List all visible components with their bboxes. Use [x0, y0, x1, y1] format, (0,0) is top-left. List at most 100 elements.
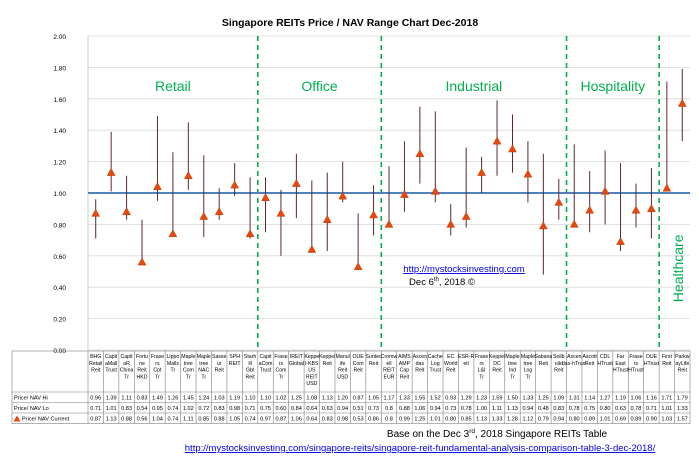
table-cell: 1.13 — [476, 417, 487, 423]
table-cell: 0.88 — [399, 406, 410, 412]
current-marker — [508, 144, 517, 153]
footer-link[interactable]: http://mystocksinvesting.com/singapore-r… — [185, 443, 656, 454]
table-cell: 0.98 — [337, 417, 348, 423]
current-marker — [322, 215, 332, 223]
table-cell: 1.25 — [291, 396, 302, 402]
table-cell: 0.93 — [445, 396, 456, 402]
current-marker — [461, 211, 471, 220]
table-cell: 1.10 — [260, 396, 271, 402]
table-cell: 1.19 — [615, 396, 626, 402]
table-cell: 0.78 — [631, 406, 642, 412]
table-cell: 1.16 — [646, 396, 657, 402]
table-cell: 1.79 — [677, 396, 688, 402]
category-label: Keppe l-KBS US REIT USD — [304, 354, 319, 387]
current-marker — [585, 205, 595, 214]
current-marker — [677, 98, 687, 107]
y-tick-label: 0.00 — [53, 348, 66, 355]
current-marker — [446, 219, 456, 228]
table-cell: 1.14 — [584, 396, 595, 402]
table-cell: 1.26 — [167, 396, 178, 402]
table-row-label: Price/ NAV Lo — [14, 406, 49, 412]
table-cell: 0.74 — [167, 406, 178, 412]
table-cell: 1.01 — [106, 406, 117, 412]
site-link[interactable]: http://mystocksinvesting.com — [403, 264, 525, 275]
category-label: SPH REIT — [229, 354, 242, 367]
footer-rest: , 2018 Singapore REITs Table — [475, 429, 608, 440]
sector-label: Hospitality — [581, 78, 646, 94]
category-label: OUE Com Reit — [353, 354, 365, 374]
date-rest: , 2018 © — [439, 277, 475, 288]
table-cell: 1.50 — [507, 396, 518, 402]
category-label: Maple tree Com Tr — [181, 354, 195, 380]
category-label: Ascott Reit — [582, 354, 597, 367]
current-marker — [554, 197, 564, 206]
table-cell: 1.23 — [476, 396, 487, 402]
date-sup: th — [434, 277, 439, 283]
y-tick-label: 1.80 — [53, 65, 66, 72]
table-cell: 1.49 — [152, 396, 163, 402]
current-marker — [106, 167, 116, 176]
table-cell: 0.78 — [461, 406, 472, 412]
category-label: Soilb uild Reit — [553, 354, 565, 374]
table-cell: 1.06 — [291, 417, 302, 423]
current-marker — [430, 186, 440, 195]
table-cell: 1.33 — [677, 406, 688, 412]
current-marker — [91, 208, 101, 217]
table-cell: 1.25 — [538, 396, 549, 402]
table-cell: 1.01 — [661, 406, 672, 412]
table-cell: 1.28 — [507, 417, 518, 423]
table-cell: 0.86 — [368, 417, 379, 423]
table-cell: 1.02 — [276, 396, 287, 402]
table-cell: 1.57 — [677, 417, 688, 423]
table-cell: 0.71 — [646, 406, 657, 412]
category-label: Frase rs HTrust — [628, 354, 644, 374]
table-cell: 1.39 — [106, 396, 117, 402]
current-marker — [307, 244, 317, 253]
table-cell: 0.75 — [584, 406, 595, 412]
category-label: CDL HTrust — [597, 354, 613, 367]
table-cell: 0.63 — [322, 406, 333, 412]
y-tick-label: 1.60 — [53, 97, 66, 104]
footer-note: Base on the Dec 3rd, 2018 Singapore REIT… — [387, 428, 608, 440]
table-cell: 1.17 — [384, 396, 395, 402]
table-cell: 0.64 — [306, 406, 317, 412]
table-cell: 0.73 — [368, 406, 379, 412]
category-label: Maple tree Ind Tr — [505, 354, 519, 380]
table-cell: 0.83 — [137, 396, 148, 402]
table-cell: 0.56 — [137, 417, 148, 423]
table-cell: 1.27 — [600, 396, 611, 402]
category-label: Frase rs L&I Tr — [475, 354, 488, 380]
table-cell: 1.13 — [106, 417, 117, 423]
category-label: Ascen das Reit — [413, 354, 428, 374]
table-cell: 1.25 — [414, 417, 425, 423]
table-cell: 1.31 — [569, 396, 580, 402]
current-marker — [616, 237, 625, 245]
sector-label: Retail — [155, 78, 191, 94]
table-cell: 1.33 — [492, 417, 503, 423]
category-label: Sasse ur Reit — [212, 354, 227, 374]
table-cell: 0.54 — [137, 406, 148, 412]
table-cell: 1.13 — [507, 406, 518, 412]
table-cell: 1.20 — [337, 396, 348, 402]
current-marker — [214, 207, 224, 216]
current-marker — [384, 219, 394, 228]
table-cell: 0.87 — [276, 417, 287, 423]
table-cell: 0.94 — [430, 406, 441, 412]
current-marker — [631, 205, 641, 214]
current-marker — [600, 186, 610, 195]
sector-label: Healthcare — [670, 234, 686, 302]
table-cell: 0.8 — [385, 417, 393, 423]
table-cell: 0.99 — [399, 417, 410, 423]
table-cell: 0.63 — [615, 406, 626, 412]
table-cell: 0.89 — [584, 417, 595, 423]
date-label: Dec 6th, 2018 © — [409, 277, 475, 288]
category-label: Capit aCom Trust — [259, 354, 273, 374]
table-cell: 1.29 — [461, 396, 472, 402]
table-cell: 1.52 — [430, 396, 441, 402]
category-label: Cache Log Trust — [428, 354, 443, 374]
current-marker — [168, 229, 178, 238]
current-marker — [338, 191, 348, 200]
current-marker — [400, 189, 409, 198]
table-cell: 0.80 — [600, 406, 611, 412]
